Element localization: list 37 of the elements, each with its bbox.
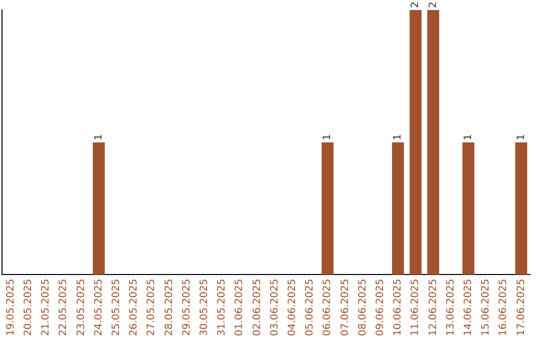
x-tick-label: 26.05.2025 [128,278,140,336]
x-tick-label: 28.05.2025 [164,278,175,336]
data-label: 1 [392,134,404,140]
x-tick-label: 17.06.2025 [516,278,527,336]
x-tick-label: 02.06.2025 [252,278,263,336]
x-tick-label: 23.05.2025 [76,278,87,336]
x-tick-label: 30.05.2025 [198,278,210,336]
x-tick-label: 08.06.2025 [357,278,368,336]
x-tick-label: 04.06.2025 [286,278,298,336]
x-tick-label: 24.05.2025 [93,278,104,336]
x-tick-label: 22.05.2025 [58,278,70,336]
x-tick-label: 20.05.2025 [22,278,34,336]
x-tick-label: 13.06.2025 [445,278,456,336]
data-label: 1 [516,134,527,140]
x-tick-label: 01.06.2025 [234,278,246,336]
x-tick-label: 05.06.2025 [304,278,316,336]
data-label: 2 [428,2,439,8]
x-tick-label: 15.06.2025 [480,278,492,336]
x-tick-label: 09.06.2025 [374,278,386,336]
x-tick-label: 29.05.2025 [181,278,192,336]
x-tick-label: 19.05.2025 [5,278,16,336]
x-tick-label: 16.06.2025 [498,278,510,336]
x-tick-label: 03.06.2025 [269,278,280,336]
data-label: 1 [93,134,104,140]
x-tick-label: 11.06.2025 [410,278,422,336]
data-label: 1 [322,134,334,140]
x-tick-label: 31.05.2025 [216,278,228,336]
x-tick-label: 10.06.2025 [392,278,404,336]
x-tick-label: 21.05.2025 [40,278,52,336]
x-tick-label: 06.06.2025 [322,278,334,336]
data-label: 2 [410,2,422,8]
x-tick-label: 12.06.2025 [428,278,439,336]
x-tick-label: 14.06.2025 [462,278,474,336]
x-tick-label: 07.06.2025 [340,278,351,336]
x-tick-label: 25.05.2025 [110,278,122,336]
x-tick-label: 27.05.2025 [146,278,158,336]
data-label: 1 [462,134,474,140]
